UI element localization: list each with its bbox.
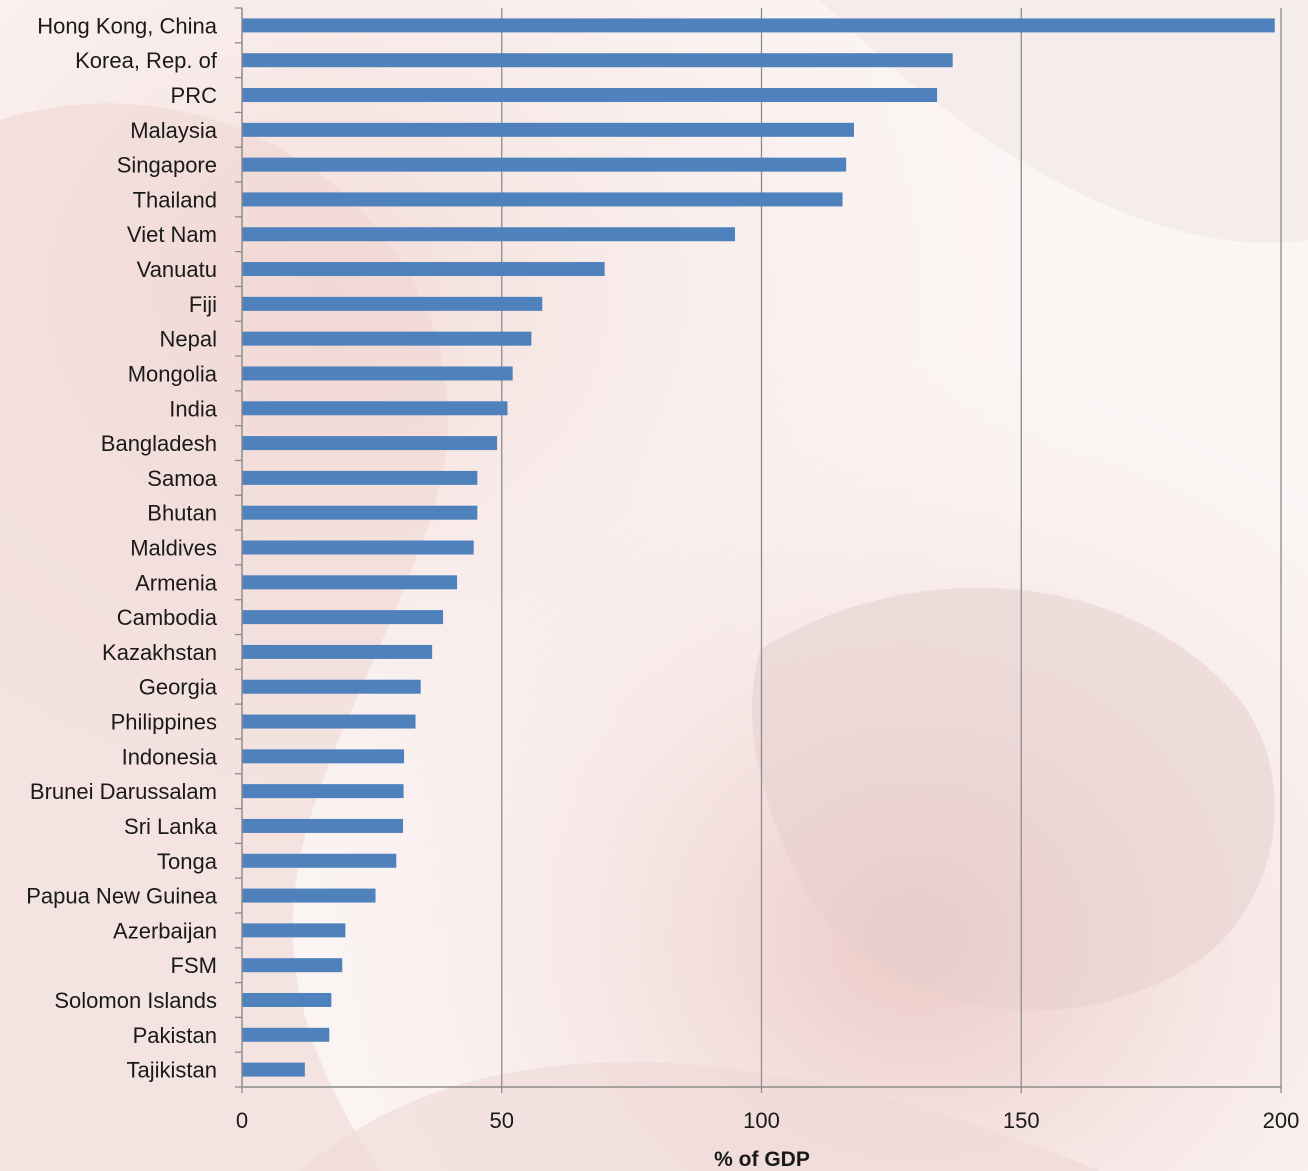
axes xyxy=(235,7,1282,1093)
bar xyxy=(242,958,343,973)
bar xyxy=(242,18,1275,33)
category-labels: Hong Kong, China Korea, Rep. of PRC Malaysi… xyxy=(26,13,218,1082)
bar xyxy=(242,88,938,103)
category-label: Pakistan xyxy=(133,1023,217,1048)
category-label: Maldives xyxy=(130,536,217,561)
category-label: Korea, Rep. of xyxy=(75,48,218,73)
category-label: Hong Kong, China xyxy=(37,13,218,38)
bar xyxy=(242,923,346,938)
x-tick-label: 100 xyxy=(743,1108,780,1133)
category-label: Kazakhstan xyxy=(102,640,217,665)
category-label: PRC xyxy=(171,83,218,108)
category-label: Solomon Islands xyxy=(54,988,217,1013)
category-label: Bhutan xyxy=(147,501,217,526)
x-axis-title: % of GDP xyxy=(714,1148,810,1171)
bar xyxy=(242,227,736,242)
category-label: Georgia xyxy=(139,675,218,700)
bar xyxy=(242,610,444,625)
bar xyxy=(242,505,478,520)
bar xyxy=(242,331,532,346)
bar xyxy=(242,818,404,833)
bar xyxy=(242,679,421,694)
category-label: Viet Nam xyxy=(127,222,217,247)
category-label: Fiji xyxy=(189,292,217,317)
bar xyxy=(242,122,854,137)
category-label: Sri Lanka xyxy=(124,814,218,839)
category-label: Cambodia xyxy=(117,605,218,630)
category-label: Armenia xyxy=(135,570,218,595)
x-tick-label: 150 xyxy=(1003,1108,1040,1133)
bar xyxy=(242,192,843,207)
bar xyxy=(242,644,433,659)
x-tick-label: 50 xyxy=(490,1108,514,1133)
bar xyxy=(242,575,458,590)
bar xyxy=(242,992,332,1007)
bar xyxy=(242,714,416,729)
category-label: Nepal xyxy=(160,327,217,352)
x-tick-labels: 0 50 100 150 200 xyxy=(236,1108,1299,1133)
category-label: Brunei Darussalam xyxy=(30,779,217,804)
bar xyxy=(242,262,605,277)
category-label: Tonga xyxy=(157,849,218,874)
category-label: Papua New Guinea xyxy=(26,884,218,909)
bar xyxy=(242,470,478,485)
bar xyxy=(242,436,498,451)
bar xyxy=(242,1062,305,1077)
category-label: Philippines xyxy=(111,710,217,735)
bar xyxy=(242,888,376,903)
category-label: India xyxy=(169,396,217,421)
bar xyxy=(242,366,513,381)
category-label: Mongolia xyxy=(128,361,218,386)
category-label: Malaysia xyxy=(130,118,218,143)
bar xyxy=(242,784,404,799)
category-label: Bangladesh xyxy=(101,431,217,456)
category-label: Thailand xyxy=(133,187,217,212)
bars xyxy=(242,18,1275,1077)
category-label: Samoa xyxy=(147,466,217,491)
category-label: Vanuatu xyxy=(137,257,217,282)
category-label: Singapore xyxy=(117,153,217,178)
bar xyxy=(242,540,474,555)
bar xyxy=(242,401,508,416)
category-label: Azerbaijan xyxy=(113,918,217,943)
bar xyxy=(242,749,405,764)
category-label: Indonesia xyxy=(122,744,218,769)
gridlines xyxy=(501,8,1282,1087)
bar xyxy=(242,296,543,311)
bar xyxy=(242,1027,330,1042)
category-label: Tajikistan xyxy=(127,1058,217,1083)
x-tick-label: 200 xyxy=(1263,1108,1300,1133)
category-label: FSM xyxy=(171,953,217,978)
bar xyxy=(242,53,953,68)
bar xyxy=(242,157,847,172)
x-tick-label: 0 xyxy=(236,1108,248,1133)
bar xyxy=(242,853,397,868)
